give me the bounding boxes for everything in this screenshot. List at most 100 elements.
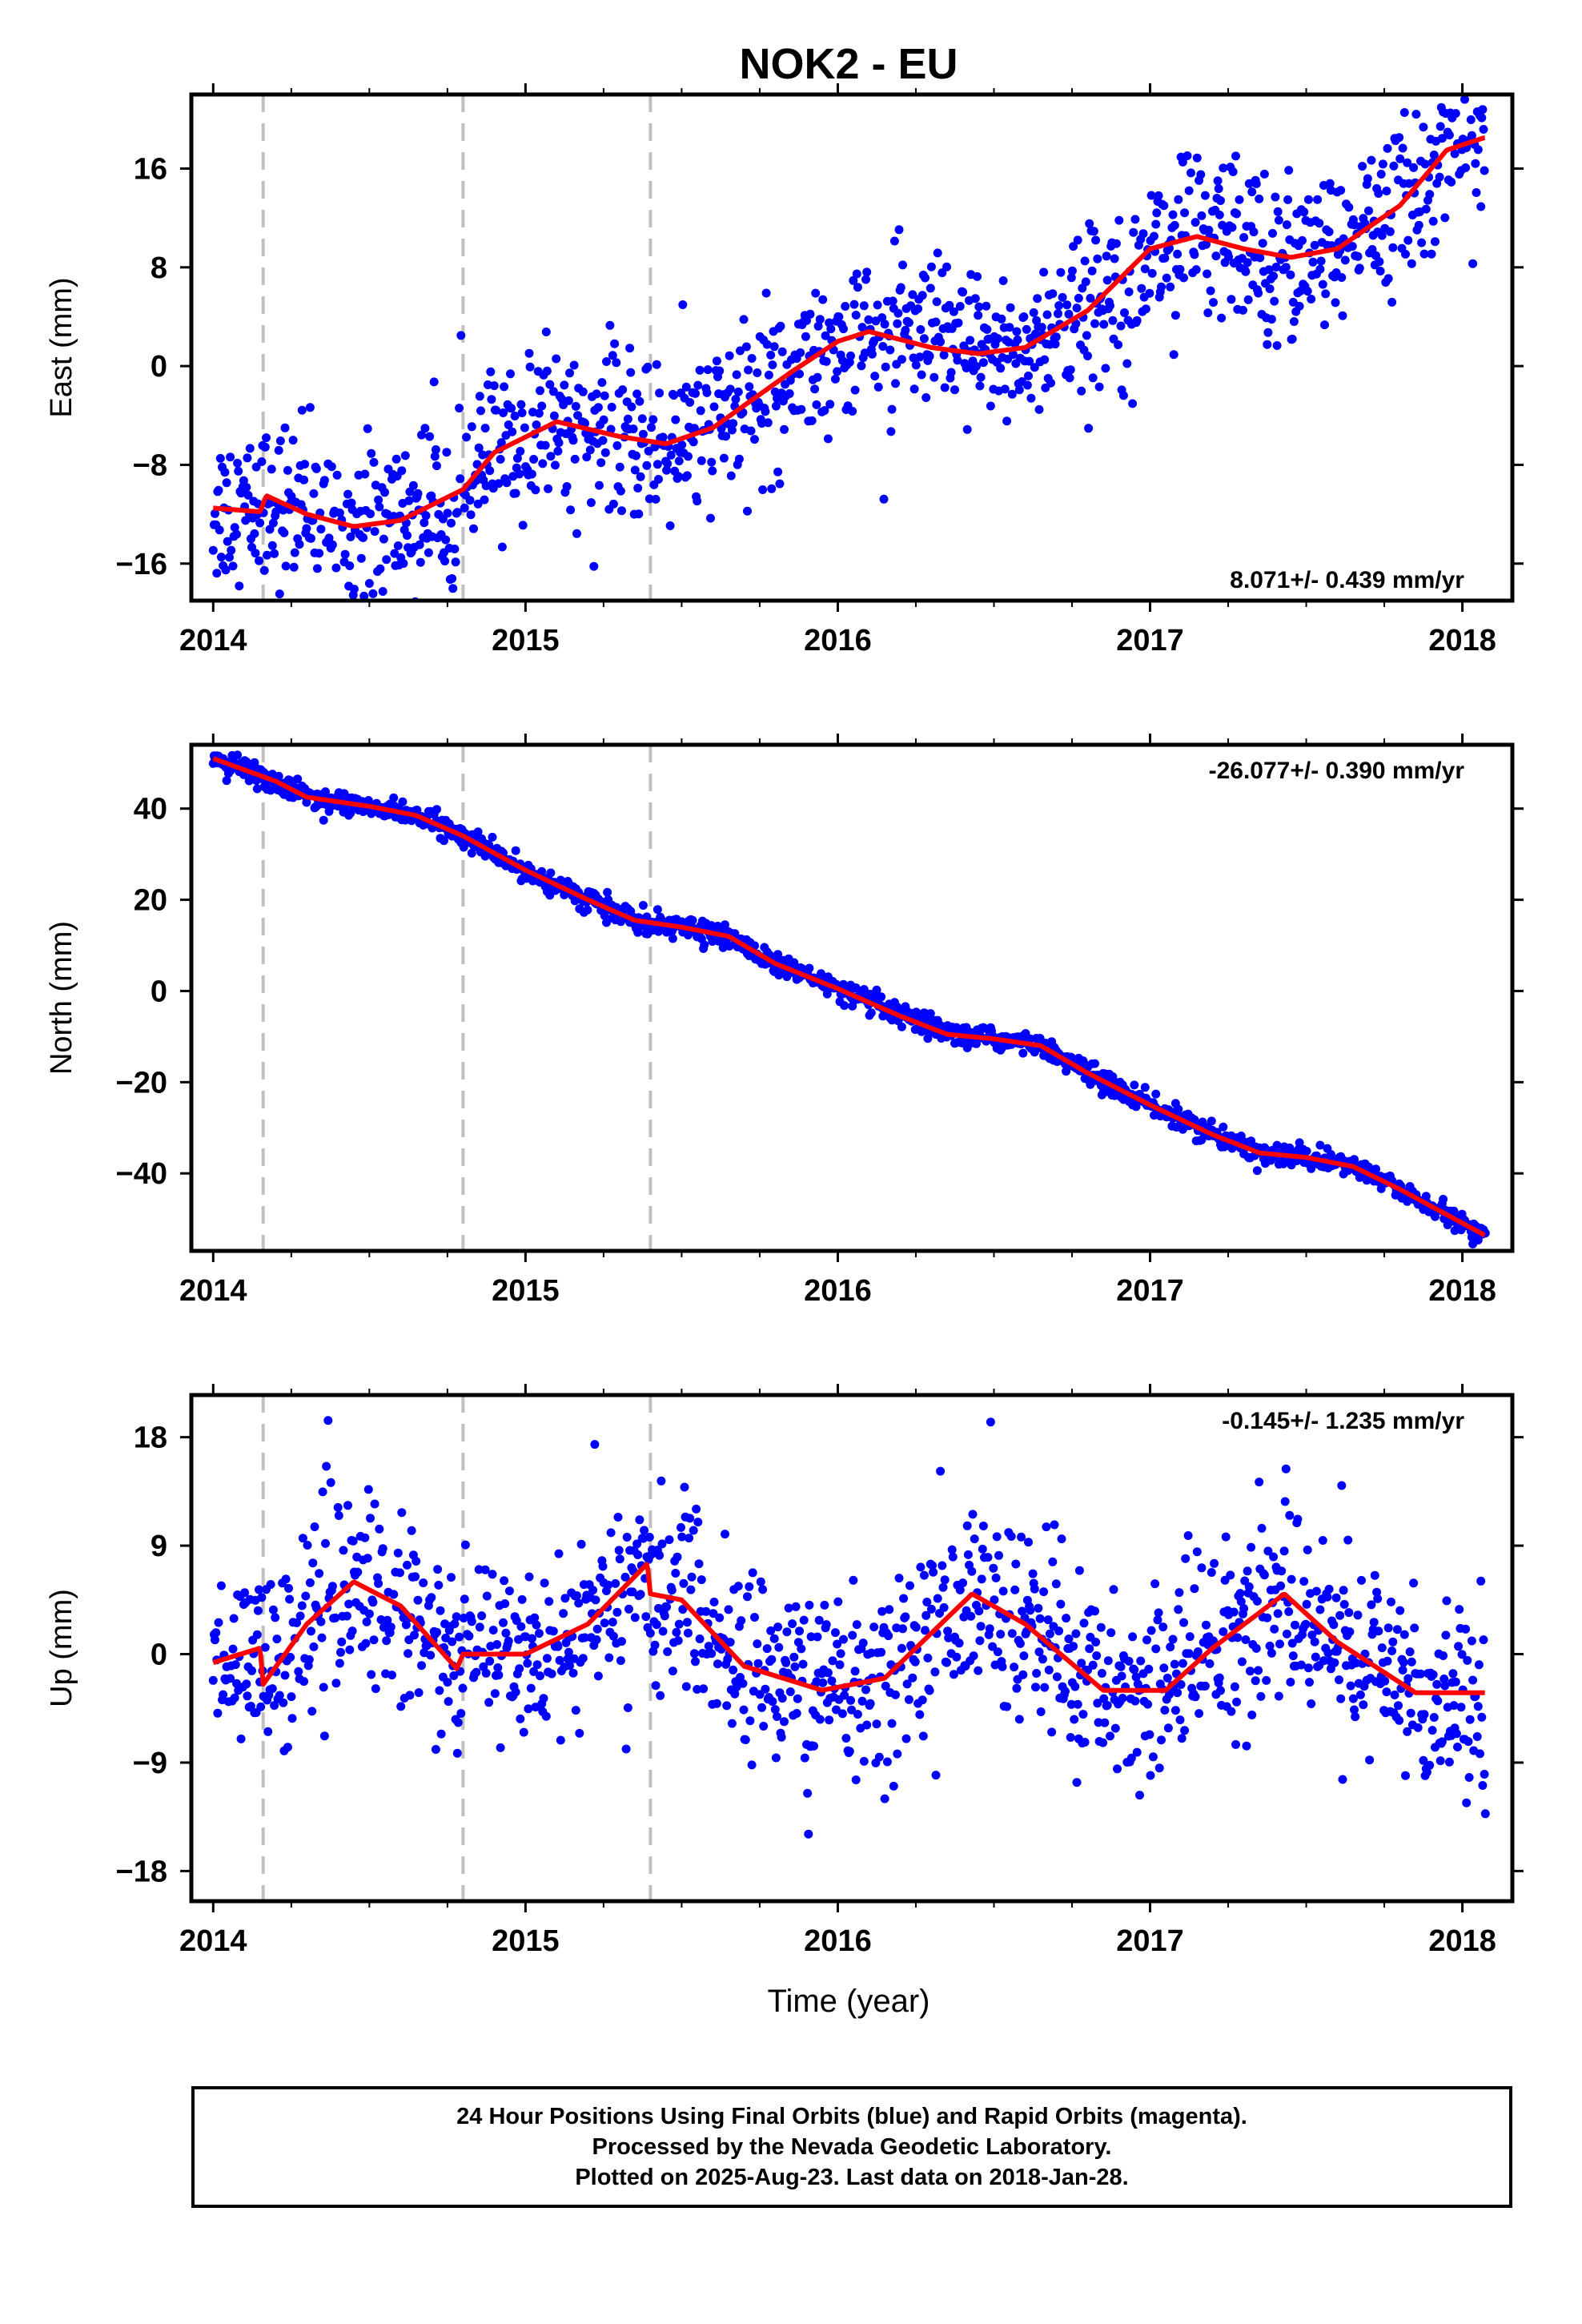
data-point <box>632 1539 642 1549</box>
data-point <box>344 1599 354 1609</box>
data-point <box>364 1609 374 1618</box>
data-point <box>1350 1705 1359 1715</box>
data-point <box>750 1613 759 1622</box>
data-point <box>1251 179 1261 188</box>
data-point <box>548 1626 558 1636</box>
data-point <box>643 362 652 372</box>
data-point <box>593 1671 603 1681</box>
data-point <box>1291 1620 1299 1630</box>
data-point <box>1319 1656 1328 1666</box>
data-point <box>532 420 541 429</box>
data-point <box>1437 134 1447 143</box>
data-point <box>943 1626 953 1636</box>
x-tick-label: 2014 <box>179 624 247 657</box>
data-point <box>1113 1764 1122 1774</box>
data-point <box>1296 1660 1306 1670</box>
data-point <box>1466 115 1476 124</box>
data-point <box>553 446 563 456</box>
data-point <box>621 1744 631 1754</box>
data-point <box>885 345 895 355</box>
data-point <box>453 1718 463 1727</box>
data-point <box>1050 1520 1059 1530</box>
data-point <box>969 1651 978 1661</box>
data-point <box>608 1631 618 1641</box>
data-point <box>281 1574 291 1584</box>
data-point <box>758 485 768 494</box>
data-point <box>371 1684 380 1694</box>
data-point <box>958 1578 968 1588</box>
data-point <box>285 1594 295 1604</box>
data-point <box>568 436 578 445</box>
data-point <box>974 302 984 312</box>
data-point <box>1136 1656 1146 1666</box>
data-point <box>1403 1727 1412 1736</box>
data-point <box>1026 1034 1035 1043</box>
data-point <box>1298 235 1307 245</box>
data-point <box>318 1487 327 1497</box>
data-point <box>469 524 478 533</box>
data-point <box>1017 1532 1026 1542</box>
data-point <box>603 887 612 897</box>
data-point <box>777 1694 787 1703</box>
data-point <box>1456 1703 1466 1712</box>
data-point <box>905 1581 914 1590</box>
data-point <box>651 1681 661 1691</box>
data-point <box>1251 1676 1260 1686</box>
data-point <box>1308 257 1318 267</box>
data-point <box>1010 1585 1020 1594</box>
data-point <box>1357 1575 1366 1585</box>
data-point <box>211 1628 221 1638</box>
data-point <box>538 459 548 468</box>
data-point <box>1433 1696 1443 1706</box>
data-point <box>382 1636 391 1646</box>
data-point <box>1268 228 1277 238</box>
data-point <box>889 236 899 246</box>
data-point <box>867 349 877 359</box>
data-point <box>1151 219 1161 229</box>
data-point <box>1473 145 1483 155</box>
data-point <box>451 557 460 567</box>
data-point <box>1216 196 1225 205</box>
data-point <box>1241 1635 1251 1644</box>
data-point <box>707 1649 717 1659</box>
data-point <box>1284 1607 1294 1616</box>
data-point <box>1175 264 1185 274</box>
data-point <box>275 1691 284 1700</box>
data-point <box>1325 179 1335 188</box>
data-point <box>1263 1546 1273 1556</box>
data-point <box>893 319 902 328</box>
data-point <box>805 309 815 319</box>
data-point <box>416 557 425 567</box>
data-point <box>552 354 561 364</box>
data-point <box>810 384 820 394</box>
data-point <box>993 334 1002 344</box>
data-point <box>353 1567 363 1577</box>
data-point <box>225 553 234 562</box>
data-point <box>823 434 833 444</box>
data-point <box>866 1648 876 1658</box>
data-point <box>477 1611 487 1621</box>
data-point <box>415 540 424 549</box>
data-point <box>823 1668 833 1678</box>
data-point <box>408 480 418 490</box>
data-point <box>638 429 648 439</box>
data-point <box>1162 273 1171 283</box>
data-point <box>436 1606 445 1615</box>
data-point <box>1096 1622 1106 1632</box>
data-point <box>617 506 626 516</box>
data-point <box>1367 155 1376 165</box>
data-point <box>1344 203 1354 212</box>
data-point <box>541 1711 551 1721</box>
data-point <box>636 1590 645 1599</box>
data-point <box>1090 1059 1099 1068</box>
data-point <box>214 485 223 495</box>
data-point <box>1196 170 1206 179</box>
data-point <box>275 436 285 445</box>
x-tick-label: 2016 <box>804 1924 872 1958</box>
data-point <box>1315 219 1324 228</box>
data-point <box>518 521 528 530</box>
data-point <box>1252 1166 1262 1176</box>
data-point <box>399 559 408 569</box>
data-point <box>773 467 783 476</box>
data-point <box>993 1647 1002 1657</box>
